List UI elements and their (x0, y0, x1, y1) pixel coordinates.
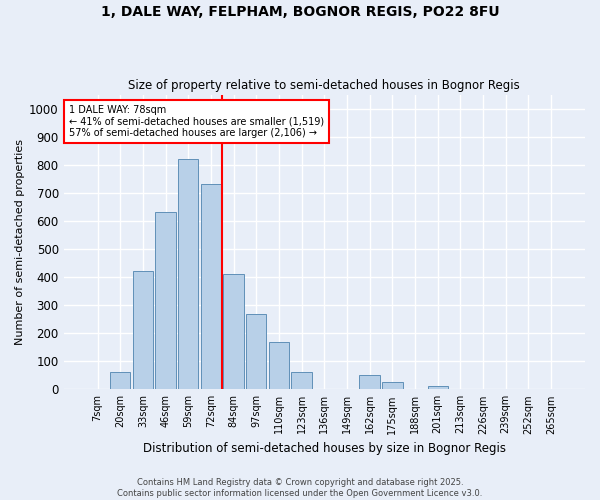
Title: Size of property relative to semi-detached houses in Bognor Regis: Size of property relative to semi-detach… (128, 79, 520, 92)
Bar (359, 376, 380, 390)
X-axis label: Distribution of semi-detached houses by size in Bognor Regis: Distribution of semi-detached houses by … (143, 442, 506, 455)
Text: 1 DALE WAY: 78sqm
← 41% of semi-detached houses are smaller (1,519)
57% of semi-: 1 DALE WAY: 78sqm ← 41% of semi-detached… (69, 105, 324, 138)
Bar (155, 212, 176, 390)
Bar (292, 372, 312, 390)
Y-axis label: Number of semi-detached properties: Number of semi-detached properties (15, 139, 25, 345)
Bar (201, 184, 221, 390)
Text: Contains HM Land Registry data © Crown copyright and database right 2025.
Contai: Contains HM Land Registry data © Crown c… (118, 478, 482, 498)
Text: 1, DALE WAY, FELPHAM, BOGNOR REGIS, PO22 8FU: 1, DALE WAY, FELPHAM, BOGNOR REGIS, PO22… (101, 5, 499, 19)
Bar (223, 274, 244, 390)
Bar (269, 342, 289, 390)
Bar (178, 159, 199, 390)
Bar (133, 272, 153, 390)
Bar (382, 382, 403, 390)
Bar (428, 386, 448, 390)
Bar (110, 372, 130, 390)
Bar (246, 314, 266, 390)
